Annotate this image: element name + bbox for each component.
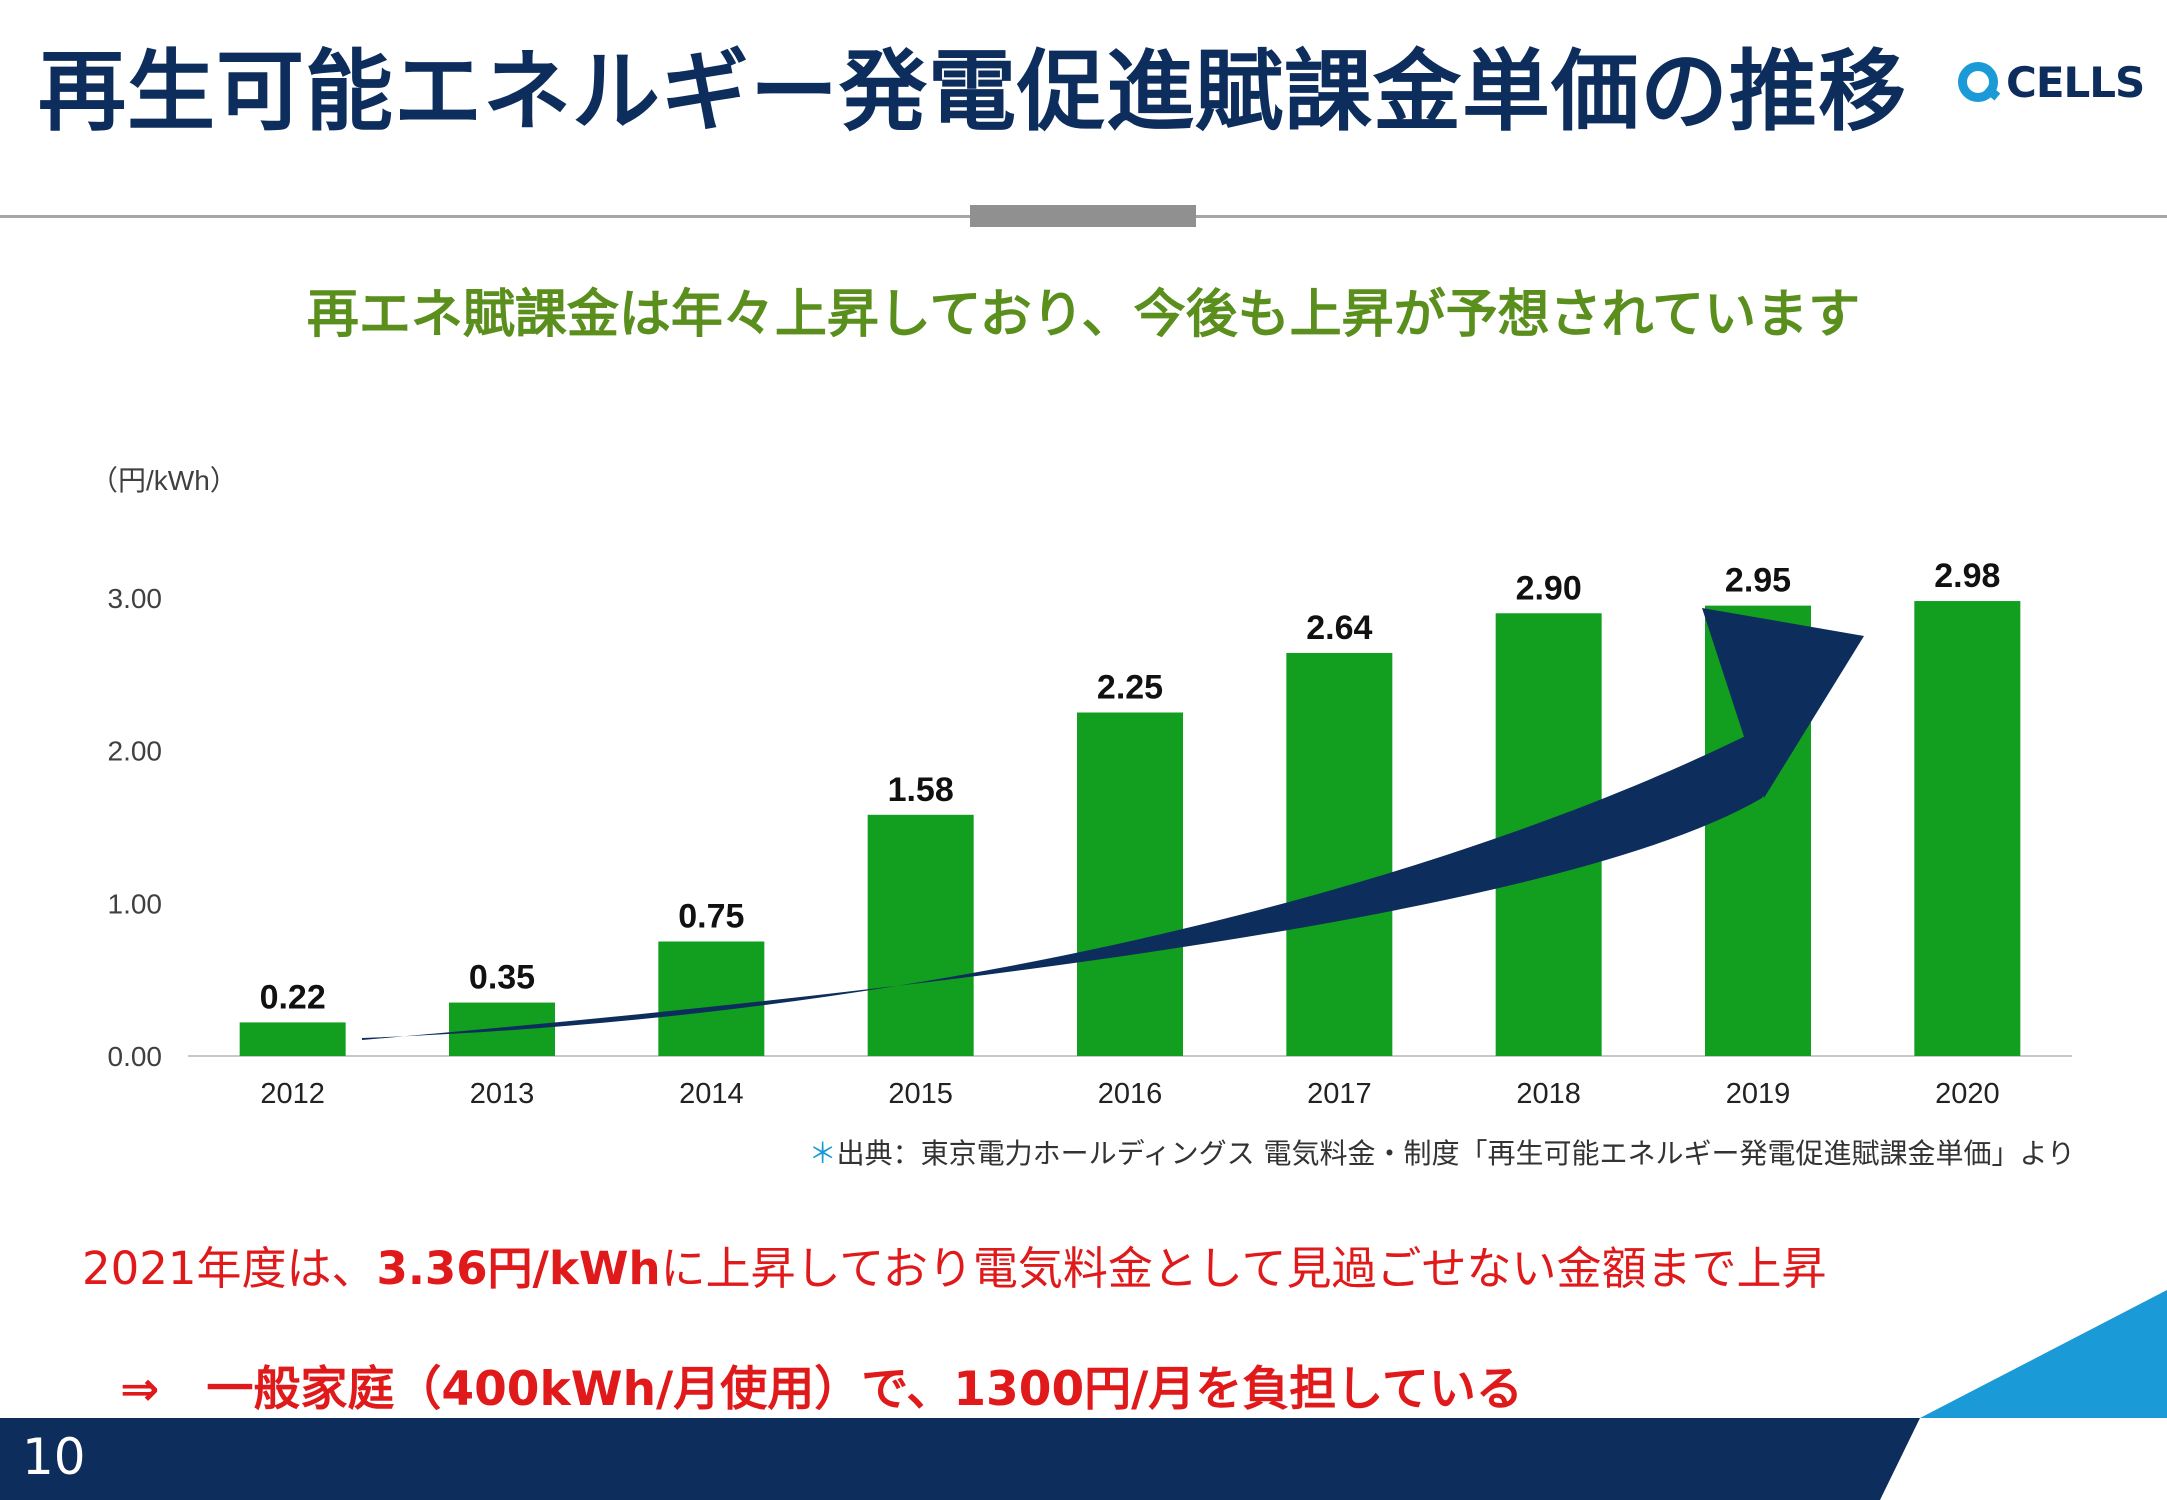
note1-prefix: 2021年度は、 [82, 1242, 377, 1295]
trend-arrow-body [362, 704, 1808, 1040]
y-tick-label: 1.00 [108, 888, 163, 919]
bar [658, 941, 765, 1056]
x-tick-label: 2017 [1307, 1078, 1372, 1110]
x-tick-label: 2014 [679, 1078, 744, 1110]
source-mark: ＊ [808, 1137, 837, 1170]
data-label: 0.22 [260, 978, 326, 1016]
data-label: 2.98 [1934, 557, 2000, 595]
note-2021: 2021年度は、3.36円/kWhに上昇しており電気料金として見過ごせない金額ま… [82, 1232, 1827, 1297]
qcells-logo: CELLS [1958, 57, 2145, 107]
footer-bar [0, 1418, 2167, 1500]
data-label: 0.75 [678, 898, 744, 936]
slide-title: 再生可能エネルギー発電促進賦課金単価の推移 [38, 40, 1908, 143]
y-axis-unit-label: （円/kWh） [90, 465, 238, 496]
page-number: 10 [22, 1428, 86, 1486]
x-tick-label: 2020 [1935, 1078, 2000, 1110]
logo-text: CELLS [2006, 57, 2145, 107]
note1-suffix: に上昇しており電気料金として見過ごせない金額まで上昇 [660, 1242, 1827, 1295]
bar [1914, 601, 2021, 1056]
bar [239, 1022, 346, 1056]
y-tick-label: 0.00 [108, 1041, 163, 1072]
bar [1286, 652, 1393, 1056]
x-tick-label: 2018 [1516, 1078, 1581, 1110]
data-label: 2.64 [1306, 609, 1372, 647]
x-tick-label: 2015 [888, 1078, 953, 1110]
data-label: 0.35 [469, 959, 535, 997]
slide-subtitle: 再エネ賦課金は年々上昇しており、今後も上昇が予想されています [306, 285, 1861, 345]
source-note: ＊出典：東京電力ホールディングス 電気料金・制度「再生可能エネルギー発電促進賦課… [809, 1132, 2075, 1172]
bar [1077, 712, 1183, 1056]
x-tick-label: 2016 [1098, 1078, 1163, 1110]
y-tick-label: 3.00 [108, 583, 163, 614]
header-divider-tab [970, 205, 1196, 227]
note1-highlight: 3.36円/kWh [376, 1242, 661, 1295]
x-tick-label: 2012 [260, 1078, 325, 1110]
data-label: 2.25 [1097, 669, 1163, 707]
data-label: 2.90 [1516, 569, 1582, 607]
data-label: 1.58 [888, 771, 954, 809]
x-tick-label: 2013 [470, 1078, 535, 1110]
trend-arrow-head [1702, 608, 1864, 798]
source-text: 出典：東京電力ホールディングス 電気料金・制度「再生可能エネルギー発電促進賦課金… [836, 1137, 2075, 1170]
note-household: ⇒ 一般家庭（400kWh/月使用）で、1300円/月を負担している [120, 1362, 1523, 1417]
q-logo-icon [1958, 62, 1998, 102]
data-label: 2.95 [1725, 562, 1791, 600]
bar [867, 814, 974, 1056]
y-tick-label: 2.00 [108, 736, 163, 767]
bar-chart: （円/kWh） 0.00 1.00 2.00 3.00 0.22 2012 0.35 2013 0… [90, 465, 2072, 1110]
x-tick-label: 2019 [1726, 1078, 1791, 1110]
